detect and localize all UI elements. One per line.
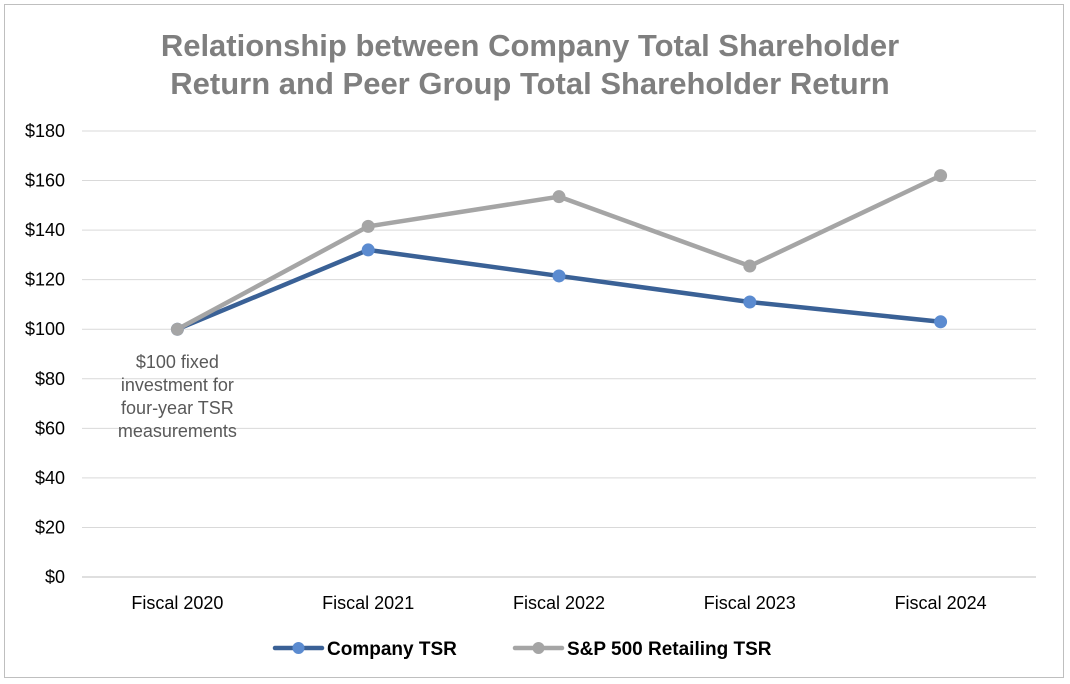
- x-tick-label: Fiscal 2020: [131, 593, 223, 613]
- x-tick-label: Fiscal 2021: [322, 593, 414, 613]
- chart-title-line-2: Return and Peer Group Total Shareholder …: [170, 66, 889, 101]
- chart-title-line-1: Relationship between Company Total Share…: [161, 28, 899, 63]
- y-tick-label: $160: [25, 171, 65, 191]
- y-tick-label: $40: [35, 468, 65, 488]
- legend-label: Company TSR: [327, 639, 457, 660]
- x-tick-label: Fiscal 2022: [513, 593, 605, 613]
- data-point-sp500-retailing-tsr: [361, 219, 375, 233]
- data-point-company-tsr: [743, 295, 757, 309]
- annotation-line: measurements: [118, 421, 237, 441]
- data-point-sp500-retailing-tsr: [743, 259, 757, 273]
- legend-item: S&P 500 Retailing TSR: [512, 639, 772, 660]
- legend-item: Company TSR: [272, 639, 457, 660]
- x-tick-label: Fiscal 2023: [704, 593, 796, 613]
- y-tick-label: $60: [35, 418, 65, 438]
- y-tick-label: $80: [35, 369, 65, 389]
- data-point-company-tsr: [934, 315, 948, 329]
- series-line-company-tsr: [175, 247, 943, 332]
- annotation-line: four-year TSR: [121, 398, 234, 418]
- data-point-company-tsr: [552, 269, 566, 283]
- y-tick-label: $140: [25, 220, 65, 240]
- y-tick-label: $180: [25, 121, 65, 141]
- annotation-line: investment for: [121, 375, 234, 395]
- data-point-sp500-retailing-tsr: [934, 169, 948, 183]
- legend-label: S&P 500 Retailing TSR: [567, 639, 772, 660]
- x-tick-label: Fiscal 2024: [895, 593, 987, 613]
- y-tick-label: $20: [35, 517, 65, 537]
- y-tick-label: $0: [45, 567, 65, 587]
- chart-frame: [4, 4, 1064, 678]
- data-point-sp500-retailing-tsr: [170, 322, 184, 336]
- y-tick-label: $100: [25, 319, 65, 339]
- legend-swatch-marker: [292, 642, 305, 654]
- y-tick-label: $120: [25, 270, 65, 290]
- data-point-sp500-retailing-tsr: [552, 190, 566, 204]
- annotation-line: $100 fixed: [136, 352, 219, 372]
- data-point-company-tsr: [361, 243, 375, 257]
- legend-swatch-marker: [532, 642, 545, 654]
